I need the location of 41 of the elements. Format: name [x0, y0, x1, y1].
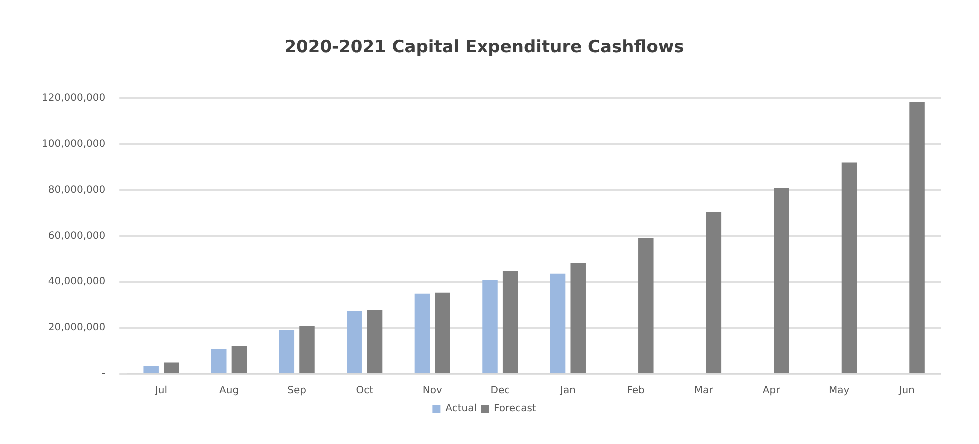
bar [300, 326, 315, 374]
x-tick-label: Apr [762, 386, 782, 397]
x-tick-label: Oct [356, 386, 374, 397]
bar [144, 366, 159, 374]
bar [279, 330, 295, 374]
legend-label: Actual [446, 404, 478, 415]
bar [706, 212, 722, 374]
x-tick-label: Jul [154, 386, 168, 397]
x-tick-label: Jun [898, 386, 915, 397]
x-tick-label: Jan [559, 386, 576, 397]
bar [212, 348, 227, 374]
y-tick-label: 80,000,000 [48, 184, 106, 196]
x-tick-label: Dec [490, 386, 510, 397]
x-tick-label: Aug [220, 386, 240, 397]
bar [774, 188, 790, 374]
bar [435, 292, 450, 374]
x-tick-label: Sep [288, 386, 306, 397]
bar [347, 312, 362, 374]
x-tick-label: May [828, 386, 850, 397]
bar [232, 346, 248, 374]
legend-label: Forecast [494, 404, 536, 415]
bar [414, 294, 430, 374]
y-tick-label: 100,000,000 [42, 138, 106, 150]
x-tick-label: Feb [627, 386, 645, 397]
bar [482, 280, 498, 374]
y-tick-label: 40,000,000 [48, 276, 106, 288]
bar [164, 362, 180, 374]
y-tick-label: 60,000,000 [48, 230, 106, 242]
chart-title: 2020-2021 Capital Expenditure Cashflows [284, 38, 684, 58]
bar [502, 271, 518, 374]
y-tick-label: - [102, 368, 106, 380]
bar [638, 238, 654, 374]
y-tick-label: 20,000,000 [48, 322, 106, 334]
bar [550, 274, 566, 374]
bar [570, 263, 586, 374]
bar [842, 162, 858, 374]
x-tick-label: Nov [422, 386, 442, 397]
x-tick-label: Mar [694, 386, 714, 397]
bar [367, 310, 383, 374]
bar [910, 102, 925, 374]
y-tick-label: 120,000,000 [42, 92, 106, 104]
